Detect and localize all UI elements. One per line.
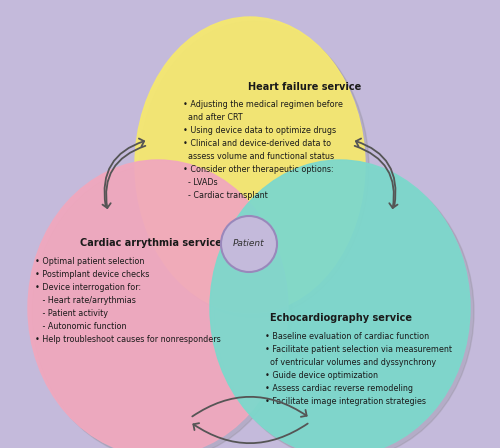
Text: - LVADs: - LVADs bbox=[183, 178, 218, 187]
Ellipse shape bbox=[32, 164, 292, 448]
Text: and after CRT: and after CRT bbox=[183, 113, 242, 122]
Text: • Clinical and device-derived data to: • Clinical and device-derived data to bbox=[183, 139, 331, 148]
Text: • Consider other therapeutic options:: • Consider other therapeutic options: bbox=[183, 165, 334, 174]
Text: • Guide device optimization: • Guide device optimization bbox=[265, 371, 378, 380]
Text: Patient: Patient bbox=[233, 240, 265, 249]
Text: - Autonomic function: - Autonomic function bbox=[35, 322, 126, 331]
Text: Cardiac arrythmia service: Cardiac arrythmia service bbox=[80, 238, 222, 248]
Ellipse shape bbox=[214, 164, 474, 448]
Text: - Patient activity: - Patient activity bbox=[35, 309, 108, 318]
Ellipse shape bbox=[210, 160, 470, 448]
Text: Echocardiography service: Echocardiography service bbox=[270, 313, 412, 323]
Text: - Cardiac transplant: - Cardiac transplant bbox=[183, 191, 268, 200]
Text: • Optimal patient selection: • Optimal patient selection bbox=[35, 257, 144, 266]
Ellipse shape bbox=[139, 21, 369, 317]
Text: - Heart rate/arrythmias: - Heart rate/arrythmias bbox=[35, 296, 136, 305]
Text: • Help troubleshoot causes for nonresponders: • Help troubleshoot causes for nonrespon… bbox=[35, 335, 221, 344]
Text: • Postimplant device checks: • Postimplant device checks bbox=[35, 270, 150, 279]
Text: • Facilitate patient selection via measurement: • Facilitate patient selection via measu… bbox=[265, 345, 452, 354]
Text: assess volume and functional status: assess volume and functional status bbox=[183, 152, 334, 161]
Text: • Adjusting the medical regimen before: • Adjusting the medical regimen before bbox=[183, 100, 343, 109]
Text: • Using device data to optimize drugs: • Using device data to optimize drugs bbox=[183, 126, 336, 135]
Text: of ventricular volumes and dyssynchrony: of ventricular volumes and dyssynchrony bbox=[265, 358, 436, 367]
Text: • Assess cardiac reverse remodeling: • Assess cardiac reverse remodeling bbox=[265, 384, 413, 393]
Text: • Device interrogation for:: • Device interrogation for: bbox=[35, 283, 141, 292]
Ellipse shape bbox=[221, 216, 277, 272]
Text: • Baseline evaluation of cardiac function: • Baseline evaluation of cardiac functio… bbox=[265, 332, 429, 341]
Ellipse shape bbox=[28, 160, 288, 448]
Text: • Facilitate image integration strategies: • Facilitate image integration strategie… bbox=[265, 397, 426, 406]
Text: Heart failure service: Heart failure service bbox=[248, 82, 361, 92]
Ellipse shape bbox=[135, 17, 365, 313]
